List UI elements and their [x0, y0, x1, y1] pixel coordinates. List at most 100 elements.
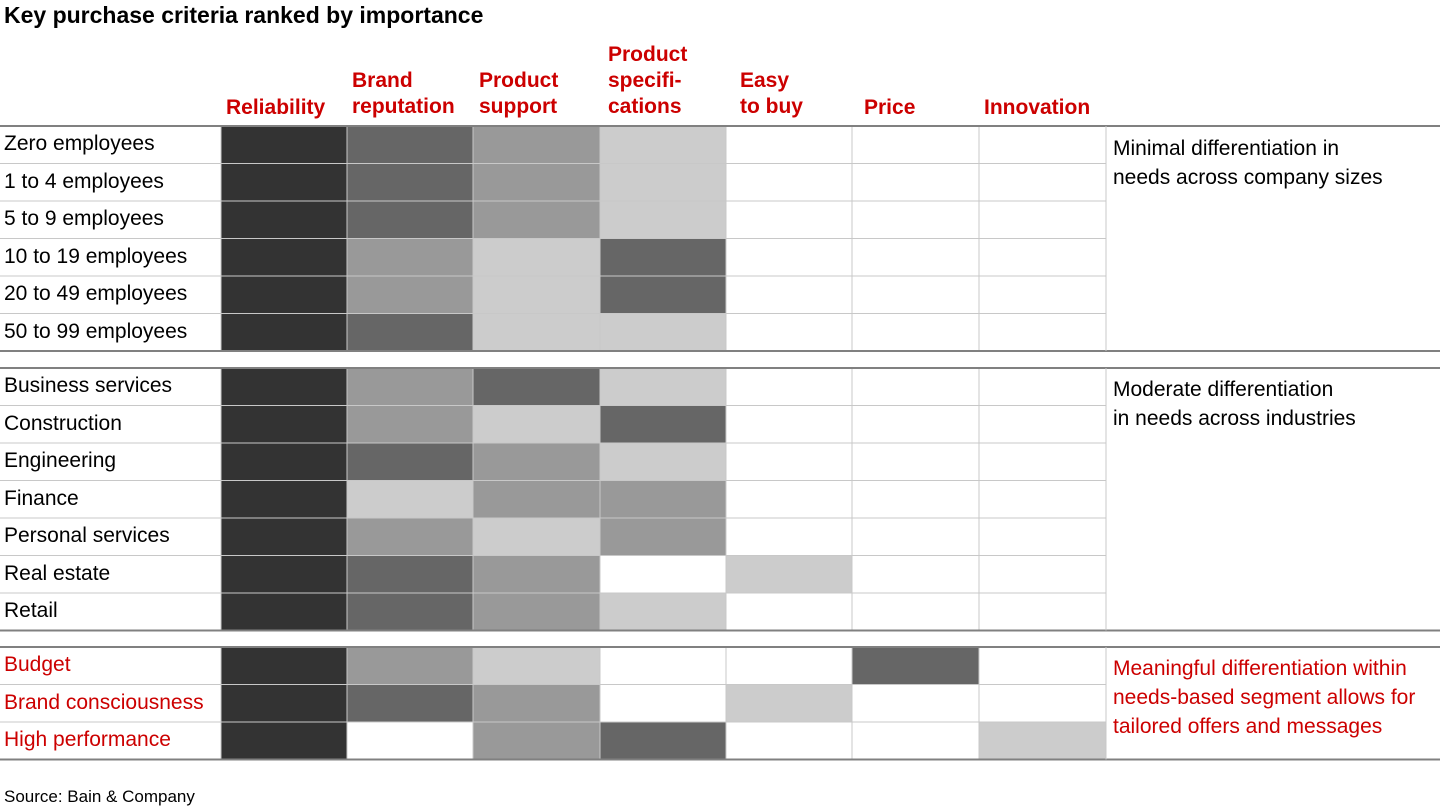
heatmap-cell: [220, 592, 348, 631]
heatmap-cell: [851, 200, 980, 239]
heatmap-cell: [851, 555, 980, 594]
heatmap-cell: [599, 125, 727, 164]
row-label: Engineering: [4, 449, 117, 472]
row-label: Real estate: [4, 561, 111, 585]
heatmap-cell: [978, 405, 1107, 444]
heatmap-cell: [472, 200, 601, 239]
heatmap-cell: [599, 517, 727, 556]
heatmap-cell: [599, 313, 727, 352]
heatmap-cell: [725, 163, 853, 202]
heatmap-cell: [851, 480, 980, 519]
heatmap-cell: [220, 555, 348, 594]
column-header-innovation: Innovation: [984, 96, 1091, 119]
heatmap-cell: [978, 238, 1107, 277]
heatmap-cell: [599, 367, 727, 406]
heatmap-cell: [725, 200, 853, 239]
row-label: 5 to 9 employees: [4, 207, 164, 230]
heatmap-cell: [851, 592, 980, 631]
heatmap-cell: [346, 125, 474, 164]
heatmap-cell: [220, 480, 348, 519]
column-header-product-support: Product support: [479, 69, 559, 118]
column-header-reliability: Reliability: [226, 96, 326, 119]
heatmap-cell: [220, 405, 348, 444]
column-header-brand-reputation: Brand reputation: [352, 69, 455, 118]
heatmap-cell: [346, 163, 474, 202]
row-label: 50 to 99 employees: [4, 319, 188, 343]
heatmap-cell: [978, 592, 1107, 631]
heatmap-cell: [978, 163, 1107, 202]
row-label: Business services: [4, 374, 173, 397]
row-label: Brand consciousness: [4, 690, 204, 714]
heatmap-cell: [220, 646, 348, 685]
heatmap-cell: [725, 480, 853, 519]
heatmap-cell: [725, 125, 853, 164]
heatmap-cell: [472, 367, 601, 406]
heatmap-cell: [978, 200, 1107, 239]
heatmap-cell: [851, 721, 980, 760]
heatmap-cell: [599, 275, 727, 314]
heatmap-cell: [725, 238, 853, 277]
row-label: 1 to 4 employees: [4, 169, 164, 193]
row-label: Construction: [4, 411, 122, 435]
heatmap-cell: [346, 721, 474, 760]
heatmap-cell: [725, 367, 853, 406]
heatmap-cell: [978, 275, 1107, 314]
heatmap-cell: [599, 442, 727, 481]
heatmap-cell: [472, 555, 601, 594]
heatmap-cell: [472, 275, 601, 314]
heatmap-cell: [725, 646, 853, 685]
heatmap-cell: [346, 367, 474, 406]
heatmap-cell: [851, 275, 980, 314]
note-industry: Moderate differentiation in needs across…: [1113, 378, 1356, 430]
row-label: 20 to 49 employees: [4, 282, 188, 305]
heatmap-cell: [346, 442, 474, 481]
heatmap-cell: [851, 405, 980, 444]
heatmap-cell: [220, 684, 348, 723]
heatmap-cell: [472, 125, 601, 164]
heatmap-cell: [472, 721, 601, 760]
heatmap-cell: [978, 313, 1107, 352]
heatmap-cell: [220, 517, 348, 556]
heatmap-cell: [472, 517, 601, 556]
heatmap-cell: [599, 555, 727, 594]
heatmap-cell: [599, 405, 727, 444]
heatmap-cell: [346, 684, 474, 723]
heatmap-cell: [472, 163, 601, 202]
heatmap-cell: [346, 646, 474, 685]
heatmap-cell: [725, 275, 853, 314]
heatmap-cell: [851, 442, 980, 481]
heatmap-cell: [599, 721, 727, 760]
heatmap-cell: [599, 646, 727, 685]
heatmap-cell: [346, 200, 474, 239]
heatmap-cell: [851, 646, 980, 685]
heatmap-cell: [851, 163, 980, 202]
heatmap-cell: [725, 405, 853, 444]
row-label: Retail: [4, 599, 58, 622]
heatmap-cell: [472, 442, 601, 481]
chart-title: Key purchase criteria ranked by importan…: [4, 2, 484, 28]
heatmap-cell: [851, 125, 980, 164]
heatmap-cell: [472, 480, 601, 519]
heatmap-cell: [725, 721, 853, 760]
heatmap-cell: [851, 367, 980, 406]
row-label: Budget: [4, 653, 71, 676]
heatmap-cell: [220, 275, 348, 314]
heatmap-cell: [851, 238, 980, 277]
heatmap-cell: [220, 238, 348, 277]
row-label: Finance: [4, 486, 79, 510]
heatmap-cell: [220, 313, 348, 352]
heatmap-cell: [725, 592, 853, 631]
heatmap-cell: [599, 238, 727, 277]
heatmap-cell: [220, 721, 348, 760]
heatmap-cell: [725, 313, 853, 352]
heatmap-cell: [346, 555, 474, 594]
heatmap-cell: [346, 275, 474, 314]
heatmap-cell: [472, 646, 601, 685]
heatmap-cell: [978, 684, 1107, 723]
row-label: 10 to 19 employees: [4, 244, 188, 268]
heatmap-cell: [472, 684, 601, 723]
heatmap-cell: [978, 517, 1107, 556]
heatmap-cell: [346, 238, 474, 277]
heatmap-cell: [978, 442, 1107, 481]
